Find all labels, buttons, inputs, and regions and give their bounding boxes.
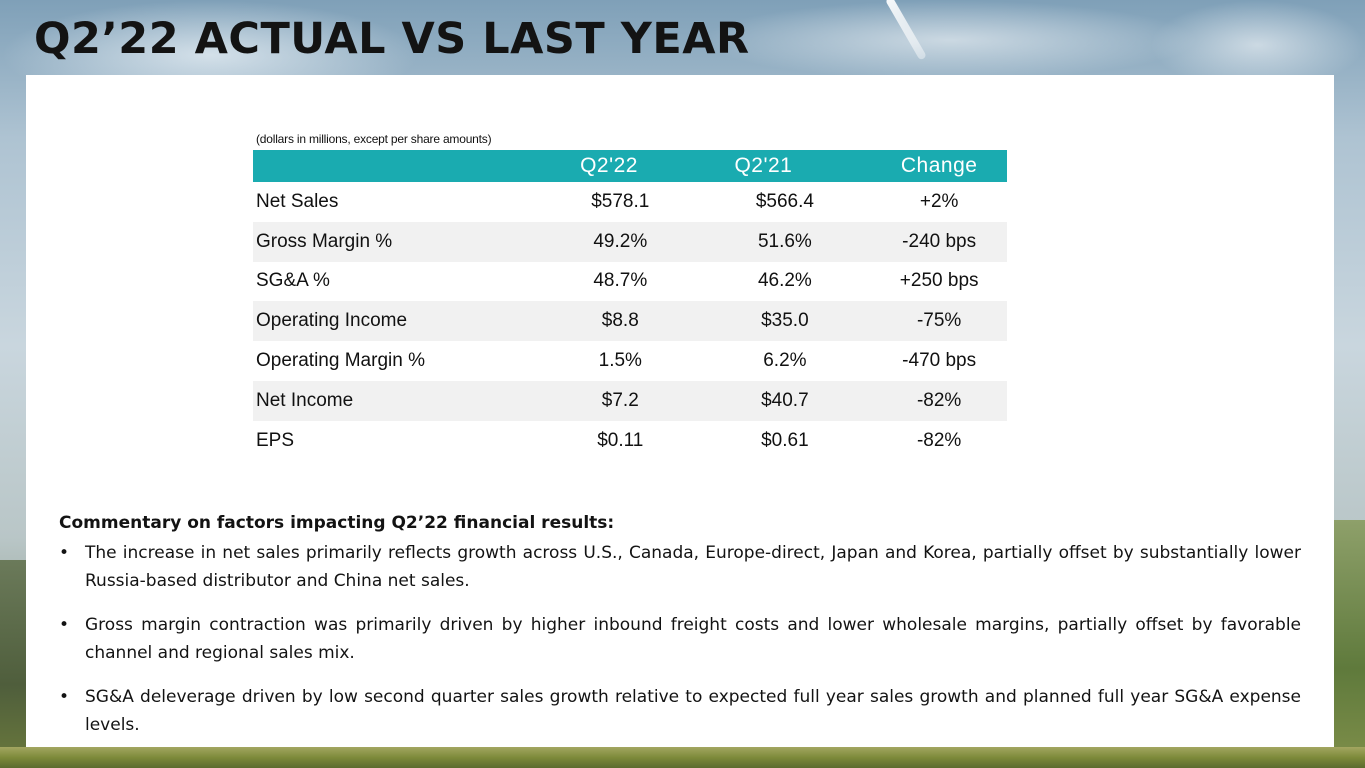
table-row: Operating Income $8.8 $35.0 -75% <box>253 301 1007 342</box>
cell-q22: 1.5% <box>598 350 642 372</box>
list-item: • Gross margin contraction was primarily… <box>59 611 1301 667</box>
cell-q22: $0.11 <box>597 429 644 451</box>
cell-change: -75% <box>871 301 1007 342</box>
table-row: Operating Margin % 1.5% 6.2% -470 bps <box>253 341 1007 381</box>
table-row: Net Income $7.2 $40.7 -82% <box>253 380 1007 421</box>
cell-change: -82% <box>916 429 962 451</box>
commentary-section: Commentary on factors impacting Q2’22 fi… <box>59 513 1301 755</box>
commentary-heading: Commentary on factors impacting Q2’22 fi… <box>59 513 615 533</box>
financial-table: Q2'22 Q2'21 Change Net Sales $578.1 $566… <box>253 150 1007 461</box>
table-header-row: Q2'22 Q2'21 Change <box>253 150 1007 182</box>
cell-q21: 46.2% <box>757 270 812 292</box>
cell-change: +2% <box>919 190 959 212</box>
content-panel: (dollars in millions, except per share a… <box>26 75 1334 747</box>
header-blank <box>253 150 543 182</box>
cell-change: -240 bps <box>871 221 1007 262</box>
commentary-list: • The increase in net sales primarily re… <box>59 539 1301 739</box>
cell-q21: 6.2% <box>763 350 807 372</box>
cell-q21: $40.7 <box>698 380 872 421</box>
cell-change: +250 bps <box>899 270 979 292</box>
cell-change: -470 bps <box>902 350 977 372</box>
row-label: Operating Income <box>253 301 543 342</box>
bullet-text: SG&A deleverage driven by low second qua… <box>85 687 1301 735</box>
cell-q22: $8.8 <box>542 301 699 342</box>
header-q22: Q2'22 <box>542 150 699 182</box>
header-q21: Q2'21 <box>698 150 872 182</box>
background-grass <box>0 747 1365 768</box>
background-cloud <box>700 0 1200 80</box>
row-label: SG&A % <box>256 270 330 292</box>
list-item: • SG&A deleverage driven by low second q… <box>59 683 1301 739</box>
row-label: Net Sales <box>256 190 339 212</box>
table-row: Net Sales $578.1 $566.4 +2% <box>253 182 1007 222</box>
bullet-icon: • <box>59 615 70 635</box>
page-title: Q2’22 ACTUAL VS LAST YEAR <box>34 14 750 64</box>
cell-q22: $578.1 <box>591 190 650 212</box>
cell-q21: $566.4 <box>755 190 814 212</box>
table-row: SG&A % 48.7% 46.2% +250 bps <box>253 262 1007 302</box>
header-change: Change <box>871 150 1007 182</box>
units-note: (dollars in millions, except per share a… <box>256 132 492 146</box>
table-row: Gross Margin % 49.2% 51.6% -240 bps <box>253 221 1007 262</box>
row-label: Operating Margin % <box>256 350 425 372</box>
row-label: Gross Margin % <box>253 221 543 262</box>
cell-q21: $0.61 <box>761 429 809 451</box>
bullet-text: The increase in net sales primarily refl… <box>85 543 1301 591</box>
background-trees <box>0 560 30 768</box>
background-trees <box>1334 520 1365 768</box>
cell-q22: $7.2 <box>542 380 699 421</box>
list-item: • The increase in net sales primarily re… <box>59 539 1301 595</box>
bullet-icon: • <box>59 687 70 707</box>
cell-q22: 48.7% <box>593 270 648 292</box>
cell-q21: 51.6% <box>698 221 872 262</box>
bullet-icon: • <box>59 543 70 563</box>
row-label: EPS <box>256 429 295 451</box>
cell-q22: 49.2% <box>542 221 699 262</box>
cell-q21: $35.0 <box>698 301 872 342</box>
cell-change: -82% <box>871 380 1007 421</box>
table-row: EPS $0.11 $0.61 -82% <box>253 421 1007 461</box>
row-label: Net Income <box>253 380 543 421</box>
bullet-text: Gross margin contraction was primarily d… <box>85 615 1301 663</box>
